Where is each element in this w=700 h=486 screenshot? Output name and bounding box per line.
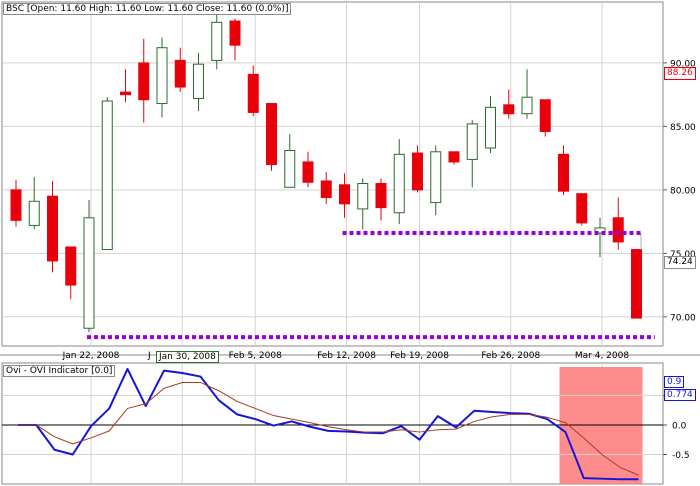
candle-body bbox=[156, 47, 168, 105]
candle-body bbox=[174, 59, 186, 88]
candle-body bbox=[375, 183, 387, 209]
candle-body bbox=[83, 217, 95, 329]
highlighted-date-label: Jan 30, 2008 bbox=[156, 351, 219, 363]
candle-body bbox=[120, 91, 131, 96]
price-y-tick-label: 90.00 bbox=[670, 59, 696, 69]
candle-body bbox=[631, 249, 642, 319]
open-value: 11.60 bbox=[60, 4, 87, 14]
candle-body bbox=[357, 183, 369, 210]
x-tick-label: Jan 22, 2008 bbox=[62, 351, 120, 361]
candle-body bbox=[211, 21, 223, 61]
indicator-highlight-region bbox=[559, 367, 643, 484]
candle-body bbox=[101, 100, 113, 251]
candle-body bbox=[247, 73, 259, 113]
candle-body bbox=[65, 246, 77, 286]
candle-body bbox=[521, 96, 533, 115]
candle-body bbox=[320, 180, 332, 198]
marker-price-label: 88.26 bbox=[664, 67, 696, 80]
candle-body bbox=[612, 217, 624, 243]
candle-body bbox=[594, 227, 606, 234]
candle-body bbox=[430, 151, 442, 204]
indicator-y-tick-label: -0.5 bbox=[672, 451, 690, 461]
candle-body bbox=[339, 184, 350, 205]
candle-body bbox=[28, 200, 40, 226]
indicator-panel-header: Ovi - OVI Indicator [0.0] bbox=[3, 365, 116, 377]
candle-body bbox=[576, 193, 588, 224]
price-panel-header: BSC [Open: 11.60 High: 11.60 Low: 11.60 … bbox=[3, 3, 292, 15]
close-label: Close: bbox=[196, 4, 224, 14]
price-y-tick-label: 75.00 bbox=[670, 250, 696, 260]
last-price-label: 74.24 bbox=[664, 256, 696, 269]
x-tick-label: Feb 26, 2008 bbox=[481, 351, 540, 361]
candle-body bbox=[47, 195, 58, 262]
price-y-tick-label: 80.00 bbox=[670, 186, 696, 196]
x-tick-label: Mar 4, 2008 bbox=[575, 351, 629, 361]
symbol-label: BSC bbox=[6, 4, 25, 14]
indicator-value-label-1: 0.9 bbox=[664, 376, 685, 388]
close-value: 11.60 bbox=[226, 4, 253, 14]
high-value: 11.60 bbox=[115, 4, 142, 14]
candle-body bbox=[229, 20, 241, 46]
low-value: 11.60 bbox=[167, 4, 194, 14]
candle-body bbox=[485, 106, 496, 149]
candle-body bbox=[193, 63, 204, 99]
candle-body bbox=[412, 152, 423, 191]
low-label: Low: bbox=[144, 4, 165, 14]
price-y-tick-label: 70.00 bbox=[670, 313, 696, 323]
candle-body bbox=[302, 161, 314, 183]
candle-body bbox=[539, 99, 551, 132]
candle-body bbox=[503, 104, 515, 115]
candle-body bbox=[10, 189, 22, 221]
candle-body bbox=[558, 153, 569, 192]
x-tick-label: Feb 19, 2008 bbox=[390, 351, 449, 361]
candle-body bbox=[466, 123, 478, 160]
indicator-value-label-2: 0.774 bbox=[664, 389, 696, 401]
signal-line bbox=[18, 381, 639, 476]
price-y-tick-label: 85.00 bbox=[670, 123, 696, 133]
x-tick-label: Feb 5, 2008 bbox=[229, 351, 282, 361]
indicator-y-tick-label: 0.0 bbox=[672, 421, 687, 431]
open-label: Open: bbox=[30, 4, 58, 14]
candle-body bbox=[448, 151, 460, 163]
candle-body bbox=[393, 153, 405, 214]
x-tick-label-partial: J bbox=[147, 351, 151, 361]
candle-body bbox=[138, 62, 150, 101]
high-label: High: bbox=[88, 4, 113, 14]
candle-body bbox=[266, 103, 277, 165]
change-value: (0.0%) bbox=[255, 4, 285, 14]
candle-body bbox=[284, 150, 296, 188]
x-tick-label: Feb 12, 2008 bbox=[317, 351, 376, 361]
